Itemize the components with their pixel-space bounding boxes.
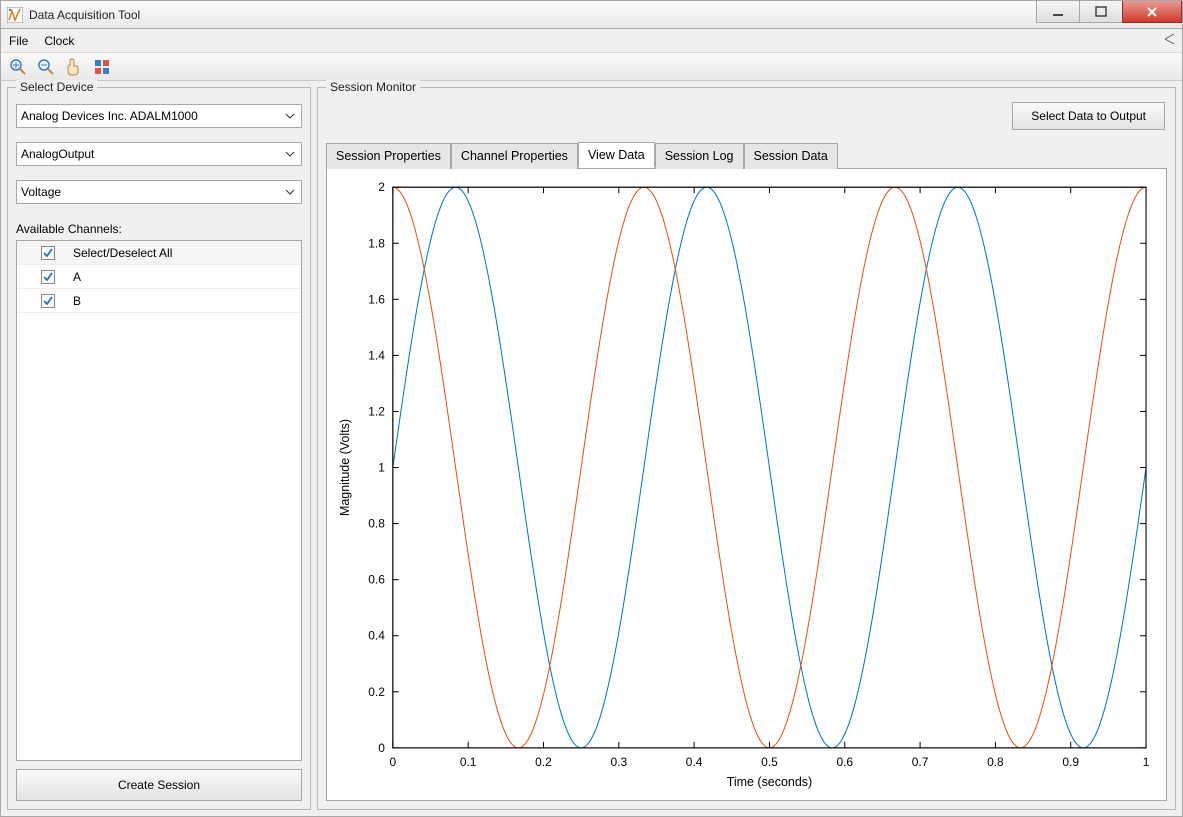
close-button[interactable] (1122, 1, 1182, 23)
channel-row-b[interactable]: B (17, 289, 301, 313)
svg-text:Magnitude (Volts): Magnitude (Volts) (338, 419, 352, 516)
svg-text:1.8: 1.8 (368, 236, 385, 250)
app-icon (7, 7, 23, 23)
window-body: File Clock Select Device Analog Devices … (0, 29, 1183, 817)
svg-text:0: 0 (378, 741, 385, 755)
channel-row-a[interactable]: A (17, 265, 301, 289)
svg-text:1: 1 (378, 461, 385, 475)
svg-text:Time (seconds): Time (seconds) (727, 775, 812, 789)
zoom-out-icon[interactable] (35, 56, 57, 78)
channel-list: Select/Deselect All A B (16, 240, 302, 761)
svg-text:0.4: 0.4 (368, 629, 385, 643)
svg-text:1.2: 1.2 (368, 404, 385, 418)
create-session-button[interactable]: Create Session (16, 769, 302, 801)
create-session-label: Create Session (118, 778, 200, 792)
menu-clock[interactable]: Clock (44, 34, 74, 48)
svg-text:0.7: 0.7 (912, 755, 929, 769)
select-data-output-button[interactable]: Select Data to Output (1012, 102, 1165, 130)
svg-text:0.6: 0.6 (368, 573, 385, 587)
undock-icon[interactable] (1164, 33, 1176, 48)
tab-view-data[interactable]: View Data (578, 142, 655, 168)
session-tabs: Session Properties Channel Properties Vi… (326, 142, 1167, 169)
svg-text:1: 1 (1143, 755, 1150, 769)
window-controls (1037, 1, 1182, 28)
available-channels-label: Available Channels: (16, 222, 302, 236)
measurement-dropdown[interactable]: Voltage (16, 180, 302, 204)
subsystem-dropdown-value: AnalogOutput (21, 147, 94, 161)
toolbar (1, 53, 1182, 81)
window-title: Data Acquisition Tool (29, 8, 140, 22)
channel-row-label: A (73, 270, 81, 284)
session-monitor-panel: Session Monitor Select Data to Output Se… (317, 87, 1176, 810)
svg-text:1.6: 1.6 (368, 292, 385, 306)
svg-text:0.9: 0.9 (1062, 755, 1079, 769)
svg-text:0.2: 0.2 (368, 685, 385, 699)
checkbox-all[interactable] (41, 246, 55, 260)
minimize-button[interactable] (1036, 1, 1080, 23)
svg-text:0.8: 0.8 (368, 517, 385, 531)
channel-row-all[interactable]: Select/Deselect All (17, 241, 301, 265)
checkbox-b[interactable] (41, 294, 55, 308)
select-data-output-label: Select Data to Output (1031, 109, 1146, 123)
svg-text:2: 2 (378, 180, 385, 194)
menubar: File Clock (1, 29, 1182, 53)
maximize-button[interactable] (1079, 1, 1123, 23)
svg-text:0.6: 0.6 (836, 755, 853, 769)
tab-session-data[interactable]: Session Data (744, 143, 838, 169)
plot-area: 0 0.1 0.2 0.3 0.4 0.5 0.6 0.7 0.8 0.9 1 0 0.2 0.4 0.6 0… (326, 169, 1167, 801)
checkbox-a[interactable] (41, 270, 55, 284)
svg-text:0: 0 (390, 755, 397, 769)
chevron-down-icon (283, 109, 297, 126)
window-titlebar: Data Acquisition Tool (0, 0, 1183, 29)
subsystem-dropdown[interactable]: AnalogOutput (16, 142, 302, 166)
svg-text:0.8: 0.8 (987, 755, 1004, 769)
svg-text:0.1: 0.1 (460, 755, 477, 769)
svg-text:0.5: 0.5 (761, 755, 778, 769)
svg-text:1.4: 1.4 (368, 348, 385, 362)
device-dropdown[interactable]: Analog Devices Inc. ADALM1000 (16, 104, 302, 128)
channel-row-label: B (73, 294, 81, 308)
tab-session-log[interactable]: Session Log (655, 143, 744, 169)
select-device-title: Select Device (16, 80, 97, 94)
svg-text:0.3: 0.3 (610, 755, 627, 769)
chevron-down-icon (283, 147, 297, 164)
tab-session-properties[interactable]: Session Properties (326, 143, 451, 169)
session-monitor-title: Session Monitor (326, 80, 420, 94)
zoom-in-icon[interactable] (7, 56, 29, 78)
pan-icon[interactable] (63, 56, 85, 78)
menu-file[interactable]: File (9, 34, 28, 48)
chart-svg: 0 0.1 0.2 0.3 0.4 0.5 0.6 0.7 0.8 0.9 1 0 0.2 0.4 0.6 0… (327, 169, 1166, 800)
measurement-dropdown-value: Voltage (21, 185, 61, 199)
device-dropdown-value: Analog Devices Inc. ADALM1000 (21, 109, 198, 123)
svg-text:0.4: 0.4 (686, 755, 703, 769)
edit-plot-icon[interactable] (91, 56, 113, 78)
chevron-down-icon (283, 185, 297, 202)
select-device-panel: Select Device Analog Devices Inc. ADALM1… (7, 87, 311, 810)
tab-channel-properties[interactable]: Channel Properties (451, 143, 578, 169)
channel-row-label: Select/Deselect All (73, 246, 172, 260)
svg-text:0.2: 0.2 (535, 755, 552, 769)
